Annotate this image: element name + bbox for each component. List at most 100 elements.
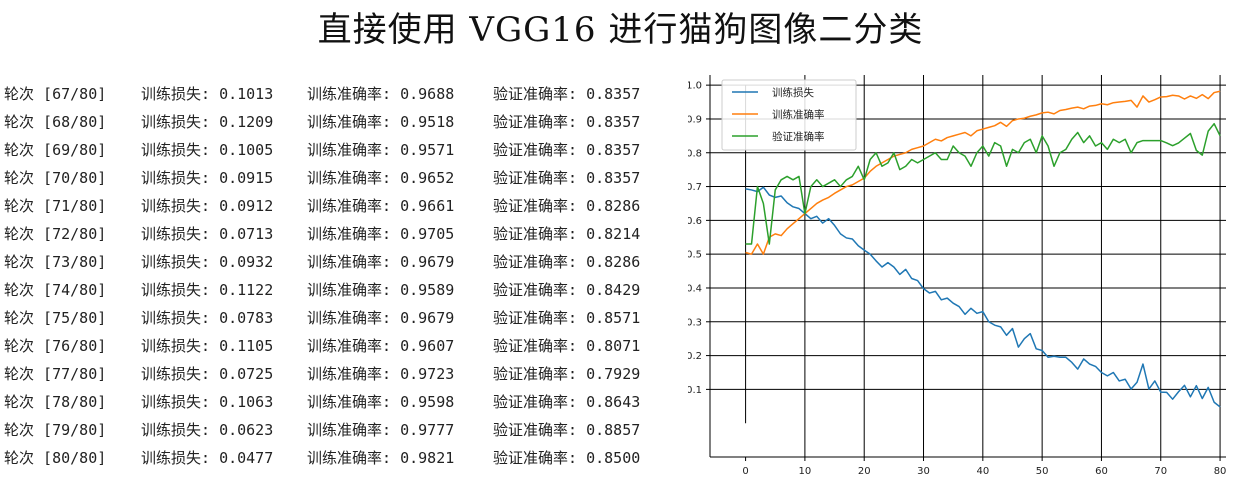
train-loss-cell-value: 0.0725	[219, 365, 274, 383]
val-acc-cell-label: 验证准确率:	[493, 113, 578, 131]
train-loss-cell-value: 0.0477	[219, 449, 274, 467]
val-acc-cell-value: 0.7929	[586, 365, 641, 383]
epoch-cell-label: 轮次	[4, 281, 35, 299]
epoch-cell: 轮次 [71/80]	[4, 192, 106, 220]
val-acc-cell-value: 0.8214	[586, 225, 641, 243]
train-loss-cell: 训练损失: 0.1005	[141, 136, 273, 164]
series-line	[745, 90, 1221, 255]
epoch-cell-value: [78/80]	[43, 393, 107, 411]
train-loss-cell-label: 训练损失:	[141, 253, 211, 271]
x-tick-label: 40	[976, 466, 989, 477]
train-acc-cell: 训练准确率: 0.9705	[307, 220, 454, 248]
val-acc-cell: 验证准确率: 0.8357	[493, 80, 640, 108]
train-acc-cell: 训练准确率: 0.9679	[307, 304, 454, 332]
epoch-cell: 轮次 [78/80]	[4, 388, 106, 416]
val-acc-cell: 验证准确率: 0.8500	[493, 444, 640, 472]
train-loss-cell-value: 0.0915	[219, 169, 274, 187]
val-acc-cell: 验证准确率: 0.8571	[493, 304, 640, 332]
train-acc-cell-label: 训练准确率:	[307, 421, 392, 439]
epoch-cell: 轮次 [79/80]	[4, 416, 106, 444]
epoch-cell-value: [70/80]	[43, 169, 107, 187]
train-loss-cell: 训练损失: 0.1209	[141, 108, 273, 136]
y-tick-label: 0.5	[688, 250, 702, 261]
train-acc-cell-label: 训练准确率:	[307, 365, 392, 383]
val-acc-cell-label: 验证准确率:	[493, 197, 578, 215]
train-acc-cell: 训练准确率: 0.9688	[307, 80, 454, 108]
log-row: 轮次 [70/80] 训练损失: 0.0915 训练准确率: 0.9652 验证准确率…	[4, 164, 676, 192]
val-acc-cell: 验证准确率: 0.8857	[493, 416, 640, 444]
train-loss-cell-value: 0.0623	[219, 421, 274, 439]
x-tick-label: 30	[917, 466, 930, 477]
log-row: 轮次 [80/80] 训练损失: 0.0477 训练准确率: 0.9821 验证准确率…	[4, 444, 676, 472]
val-acc-cell-label: 验证准确率:	[493, 449, 578, 467]
y-tick-label: 0.4	[688, 283, 702, 294]
val-acc-cell-value: 0.8286	[586, 253, 641, 271]
train-loss-cell-value: 0.0932	[219, 253, 274, 271]
epoch-cell-label: 轮次	[4, 337, 35, 355]
epoch-cell-value: [72/80]	[43, 225, 107, 243]
train-loss-cell-label: 训练损失:	[141, 85, 211, 103]
train-loss-cell-value: 0.1209	[219, 113, 274, 131]
val-acc-cell-value: 0.8571	[586, 309, 641, 327]
y-tick-label: 0.1	[688, 385, 702, 396]
val-acc-cell: 验证准确率: 0.8071	[493, 332, 640, 360]
train-acc-cell: 训练准确率: 0.9652	[307, 164, 454, 192]
train-loss-cell: 训练损失: 0.1063	[141, 388, 273, 416]
page-title: 直接使用 VGG16 进行猫狗图像二分类	[317, 10, 924, 50]
log-row: 轮次 [77/80] 训练损失: 0.0725 训练准确率: 0.9723 验证准确率…	[4, 360, 676, 388]
epoch-cell: 轮次 [75/80]	[4, 304, 106, 332]
x-tick-label: 60	[1095, 466, 1108, 477]
train-loss-cell: 训练损失: 0.0713	[141, 220, 273, 248]
log-row: 轮次 [73/80] 训练损失: 0.0932 训练准确率: 0.9679 验证准确率…	[4, 248, 676, 276]
epoch-cell-label: 轮次	[4, 169, 35, 187]
train-acc-cell-value: 0.9661	[400, 197, 455, 215]
epoch-cell-value: [74/80]	[43, 281, 107, 299]
train-acc-cell: 训练准确率: 0.9571	[307, 136, 454, 164]
train-acc-cell-label: 训练准确率:	[307, 225, 392, 243]
log-row: 轮次 [79/80] 训练损失: 0.0623 训练准确率: 0.9777 验证准确率…	[4, 416, 676, 444]
epoch-cell-label: 轮次	[4, 421, 35, 439]
train-acc-cell-value: 0.9705	[400, 225, 455, 243]
log-row: 轮次 [74/80] 训练损失: 0.1122 训练准确率: 0.9589 验证准确率…	[4, 276, 676, 304]
series-line	[745, 186, 1221, 408]
val-acc-cell-label: 验证准确率:	[493, 253, 578, 271]
series-line	[745, 122, 1221, 245]
train-acc-cell-label: 训练准确率:	[307, 309, 392, 327]
y-tick-label: 0.3	[688, 317, 702, 328]
train-loss-cell-label: 训练损失:	[141, 449, 211, 467]
train-acc-cell-label: 训练准确率:	[307, 393, 392, 411]
train-acc-cell-label: 训练准确率:	[307, 197, 392, 215]
train-acc-cell-label: 训练准确率:	[307, 281, 392, 299]
val-acc-cell-label: 验证准确率:	[493, 309, 578, 327]
train-acc-cell-value: 0.9571	[400, 141, 455, 159]
val-acc-cell: 验证准确率: 0.8214	[493, 220, 640, 248]
val-acc-cell-label: 验证准确率:	[493, 85, 578, 103]
train-acc-cell: 训练准确率: 0.9518	[307, 108, 454, 136]
log-row: 轮次 [78/80] 训练损失: 0.1063 训练准确率: 0.9598 验证准确率…	[4, 388, 676, 416]
legend-box	[721, 79, 857, 151]
val-acc-cell-value: 0.8357	[586, 113, 641, 131]
train-acc-cell-label: 训练准确率:	[307, 253, 392, 271]
train-loss-cell: 训练损失: 0.0783	[141, 304, 273, 332]
train-loss-cell: 训练损失: 0.1013	[141, 80, 273, 108]
train-acc-cell-value: 0.9723	[400, 365, 455, 383]
train-acc-cell-value: 0.9652	[400, 169, 455, 187]
log-row: 轮次 [69/80] 训练损失: 0.1005 训练准确率: 0.9571 验证准确率…	[4, 136, 676, 164]
epoch-cell-label: 轮次	[4, 113, 35, 131]
train-loss-cell-label: 训练损失:	[141, 365, 211, 383]
train-acc-cell: 训练准确率: 0.9777	[307, 416, 454, 444]
val-acc-cell: 验证准确率: 0.8357	[493, 136, 640, 164]
epoch-cell-label: 轮次	[4, 309, 35, 327]
epoch-cell-value: [68/80]	[43, 113, 107, 131]
train-acc-cell: 训练准确率: 0.9821	[307, 444, 454, 472]
x-tick-label: 0	[742, 466, 748, 477]
epoch-cell-value: [67/80]	[43, 85, 107, 103]
val-acc-cell-value: 0.8857	[586, 421, 641, 439]
x-tick-label: 20	[858, 466, 871, 477]
val-acc-cell: 验证准确率: 0.8357	[493, 108, 640, 136]
val-acc-cell-value: 0.8071	[586, 337, 641, 355]
epoch-cell-value: [73/80]	[43, 253, 107, 271]
train-acc-cell-value: 0.9518	[400, 113, 455, 131]
train-loss-cell: 训练损失: 0.0477	[141, 444, 273, 472]
epoch-cell: 轮次 [73/80]	[4, 248, 106, 276]
